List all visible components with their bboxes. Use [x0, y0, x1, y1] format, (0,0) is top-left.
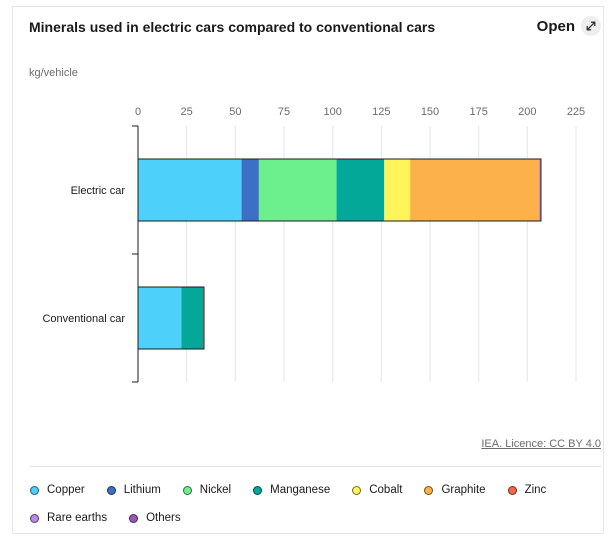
open-button-label: Open [536, 17, 575, 35]
legend-swatch [30, 513, 39, 523]
legend-item-manganese[interactable]: Manganese [253, 482, 330, 498]
x-tick-label: 50 [229, 106, 241, 118]
legend-item-cobalt[interactable]: Cobalt [352, 482, 402, 498]
bar-segment-rare-earths [539, 159, 541, 221]
chart-legend: Copper Lithium Nickel Manganese Cobalt Graphi… [30, 482, 570, 526]
legend-label: Lithium [123, 484, 161, 496]
x-tick-label: 150 [421, 106, 439, 118]
x-tick-label: 200 [518, 106, 536, 118]
y-axis-unit-label: kg/vehicle [29, 67, 78, 79]
open-button[interactable]: Open [537, 16, 601, 36]
bar-segment-nickel [258, 159, 337, 221]
x-tick-label: 0 [135, 106, 141, 118]
x-tick-label: 175 [469, 106, 487, 118]
x-tick-label: 100 [323, 106, 341, 118]
legend-item-lithium[interactable]: Lithium [106, 482, 161, 498]
legend-label: Cobalt [369, 484, 403, 496]
legend-swatch [106, 485, 116, 495]
chart-card [12, 6, 604, 534]
legend-label: Rare earths [47, 512, 108, 524]
bar-segment-lithium [241, 159, 259, 221]
x-tick-label: 225 [567, 106, 585, 118]
legend-label: Zinc [524, 484, 547, 496]
legend-item-rare-earths[interactable]: Rare earths [30, 510, 107, 526]
bar-segment-copper [138, 159, 242, 221]
bar-segment-graphite [410, 159, 540, 221]
x-tick-label: 25 [181, 106, 193, 118]
legend-label: Graphite [441, 484, 486, 496]
licence-link[interactable]: IEA. Licence: CC BY 4.0 [481, 438, 601, 450]
legend-item-graphite[interactable]: Graphite [424, 482, 486, 498]
x-tick-label: 125 [372, 106, 390, 118]
legend-swatch [424, 485, 434, 495]
legend-label: Copper [47, 484, 85, 496]
legend-swatch [507, 485, 517, 495]
legend-item-others[interactable]: Others [129, 510, 181, 526]
bar-segment-cobalt [384, 159, 411, 221]
legend-item-zinc[interactable]: Zinc [507, 482, 547, 498]
legend-item-copper[interactable]: Copper [30, 482, 85, 498]
chart-title: Minerals used in electric cars compared … [29, 19, 436, 35]
bar-segment-manganese [336, 159, 385, 221]
category-label: Conventional car [42, 313, 125, 325]
category-label: Electric car [71, 185, 126, 197]
legend-swatch [253, 485, 263, 495]
legend-label: Manganese [270, 484, 331, 496]
legend-label: Others [146, 512, 181, 524]
legend-swatch [129, 513, 139, 523]
x-tick-label: 75 [278, 106, 290, 118]
legend-swatch [30, 485, 39, 495]
bar-segment-copper [138, 287, 182, 349]
bar-segment-manganese [181, 287, 204, 349]
legend-divider [30, 466, 601, 467]
legend-label: Nickel [199, 484, 232, 496]
expand-icon [581, 16, 601, 36]
legend-item-nickel[interactable]: Nickel [182, 482, 232, 498]
legend-swatch [352, 485, 362, 495]
legend-swatch [182, 485, 192, 495]
